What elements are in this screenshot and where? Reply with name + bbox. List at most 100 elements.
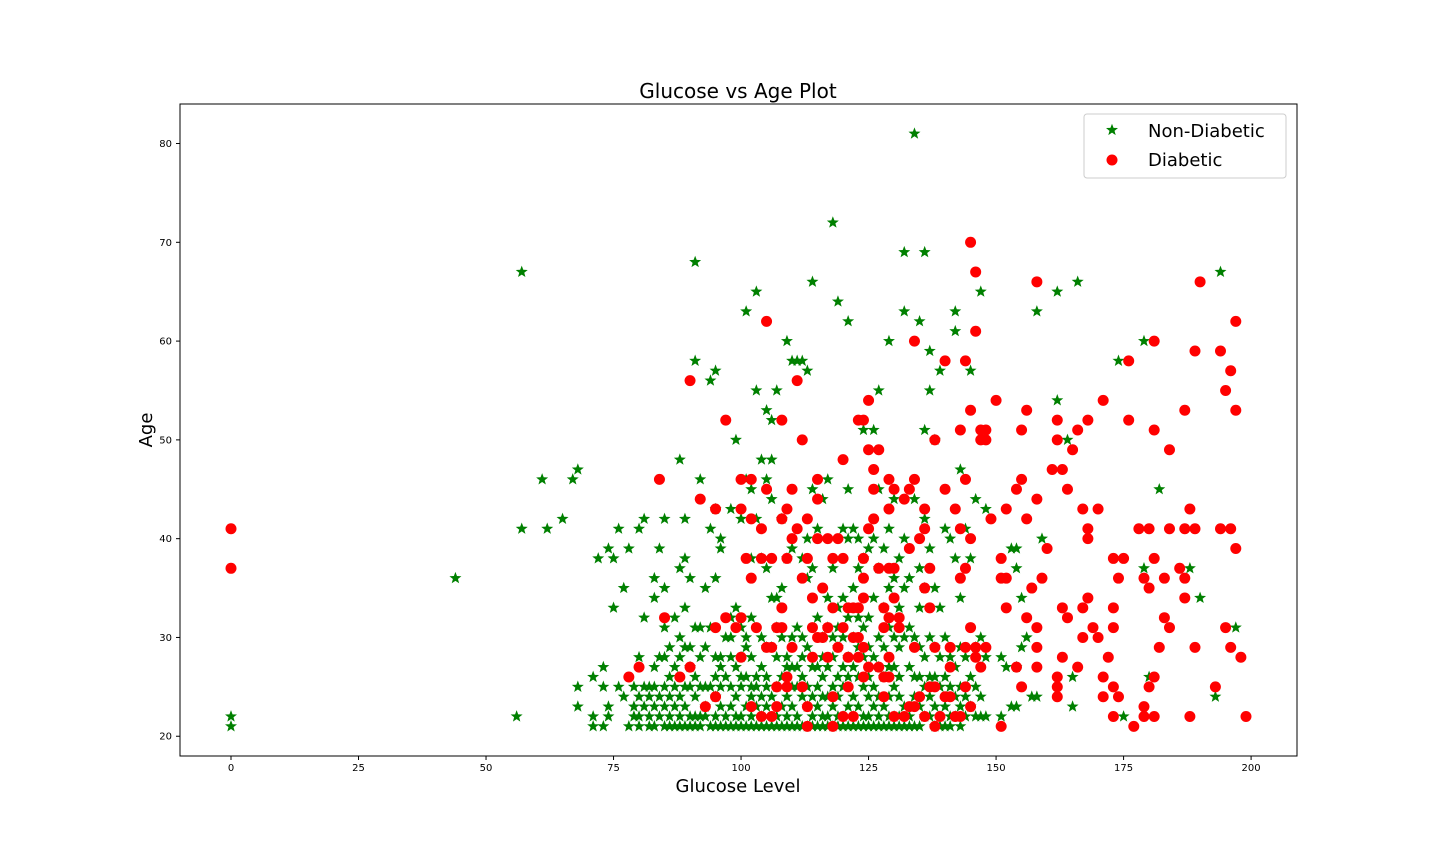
non-diabetic-point [612, 680, 625, 692]
non-diabetic-point [816, 710, 829, 722]
non-diabetic-point [852, 700, 865, 712]
diabetic-point [761, 315, 773, 327]
non-diabetic-point [939, 631, 952, 643]
non-diabetic-point [709, 720, 722, 732]
non-diabetic-point [780, 650, 793, 663]
diabetic-point [1209, 681, 1221, 693]
non-diabetic-point [821, 591, 834, 604]
y-tick-label: 20 [159, 732, 172, 743]
y-tick-label: 60 [159, 337, 172, 348]
non-diabetic-point [765, 453, 778, 465]
diabetic-point [1148, 335, 1160, 347]
non-diabetic-point [1061, 433, 1074, 445]
diabetic-point [980, 424, 992, 436]
non-diabetic-point [719, 720, 732, 732]
non-diabetic-point [867, 680, 880, 692]
diabetic-point [857, 641, 869, 653]
diabetic-point [883, 651, 895, 663]
non-diabetic-point [1035, 532, 1048, 544]
diabetic-point [857, 671, 869, 683]
diabetic-point [944, 691, 956, 703]
non-diabetic-point [541, 522, 554, 534]
non-diabetic-point [918, 512, 931, 525]
diabetic-point [863, 523, 875, 535]
non-diabetic-point [684, 641, 697, 653]
diabetic-point [924, 602, 936, 614]
non-diabetic-point [694, 621, 707, 633]
non-diabetic-point [704, 680, 717, 692]
diabetic-point [970, 266, 982, 278]
diabetic-point [959, 681, 971, 693]
diabetic-point [893, 612, 905, 624]
diabetic-point [735, 473, 747, 485]
non-diabetic-point [740, 670, 753, 683]
non-diabetic-point [571, 680, 584, 692]
diabetic-point [1097, 671, 1109, 683]
diabetic-point [919, 523, 931, 535]
non-diabetic-point [893, 641, 906, 653]
non-diabetic-point [888, 571, 901, 584]
non-diabetic-point [857, 720, 870, 732]
diabetic-point [995, 720, 1007, 732]
diabetic-point [857, 414, 869, 426]
y-tick-label: 30 [159, 633, 172, 644]
non-diabetic-point [1112, 354, 1125, 366]
non-diabetic-point [780, 660, 793, 673]
non-diabetic-point [974, 285, 987, 297]
non-diabetic-point [1117, 710, 1130, 722]
non-diabetic-point [760, 562, 773, 574]
non-diabetic-point [842, 315, 855, 327]
non-diabetic-point [653, 710, 666, 722]
non-diabetic-point [1005, 700, 1018, 712]
diabetic-point [1189, 641, 1201, 653]
non-diabetic-point [536, 473, 549, 485]
diabetic-point [1194, 276, 1206, 288]
non-diabetic-point [571, 700, 584, 712]
non-diabetic-point [821, 710, 834, 722]
diabetic-point [1061, 612, 1073, 624]
diabetic-point [1107, 602, 1119, 614]
diabetic-point [868, 483, 880, 495]
non-diabetic-point [729, 690, 742, 702]
non-diabetic-point [699, 680, 712, 692]
non-diabetic-point [750, 670, 763, 683]
diabetic-point [791, 375, 803, 387]
diabetic-point [786, 533, 798, 545]
non-diabetic-point [1005, 542, 1018, 554]
diabetic-point [1225, 641, 1237, 653]
diabetic-point [873, 562, 885, 574]
non-diabetic-point [847, 660, 860, 673]
diabetic-point [755, 710, 767, 722]
non-diabetic-point [597, 720, 610, 732]
non-diabetic-point [643, 690, 656, 702]
non-diabetic-point [882, 581, 895, 594]
non-diabetic-point [663, 720, 676, 732]
diabetic-point [1021, 513, 1033, 525]
non-diabetic-point [699, 641, 712, 653]
diabetic-point [1087, 622, 1099, 634]
non-diabetic-point [837, 631, 850, 643]
non-diabetic-point [847, 690, 860, 702]
non-diabetic-point [826, 631, 839, 643]
diabetic-point [1143, 681, 1155, 693]
non-diabetic-point [949, 305, 962, 317]
non-diabetic-point [729, 720, 742, 732]
non-diabetic-point [811, 522, 824, 534]
non-diabetic-point [923, 631, 936, 643]
non-diabetic-point [735, 512, 748, 525]
diabetic-point [1138, 572, 1150, 584]
y-axis-ticks: 20 30 40 50 60 70 80 [159, 139, 180, 743]
non-diabetic-point [806, 275, 819, 287]
diabetic-point [771, 681, 783, 693]
diabetic-point [893, 622, 905, 634]
non-diabetic-point [791, 660, 804, 673]
non-diabetic-point [857, 423, 870, 436]
non-diabetic-point [633, 690, 646, 702]
diabetic-point [674, 671, 686, 683]
non-diabetic-point [724, 502, 737, 515]
non-diabetic-point [954, 720, 967, 732]
non-diabetic-point [633, 522, 646, 534]
diabetic-point [684, 661, 696, 673]
non-diabetic-point [959, 650, 972, 663]
diabetic-point [812, 533, 824, 545]
